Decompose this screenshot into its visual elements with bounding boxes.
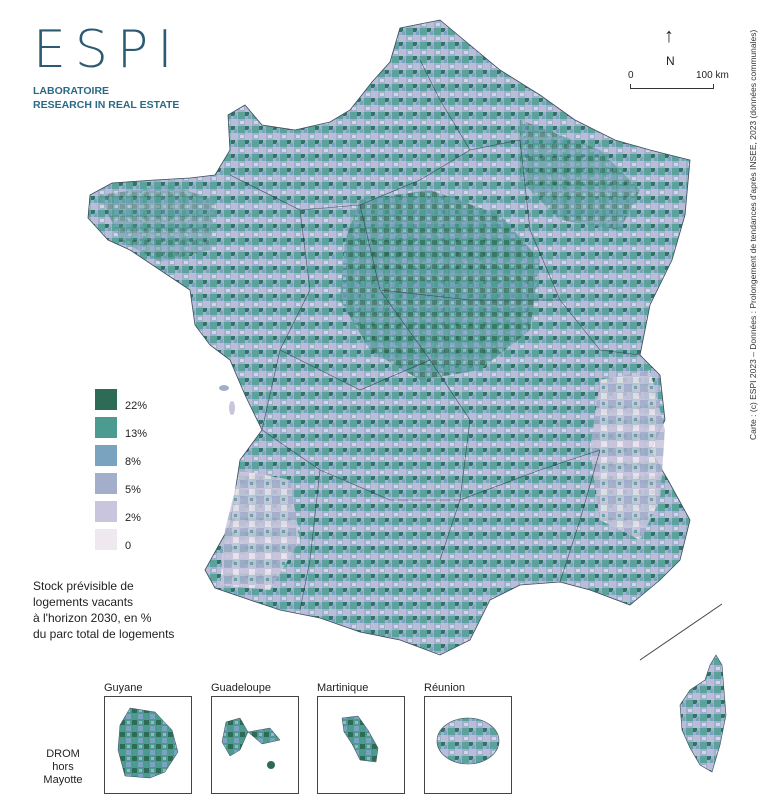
inset-frame-guyane [104,696,192,794]
legend-label: 2% [125,512,141,524]
legend-label: 22% [125,400,148,412]
logo-subtitle-2: RESEARCH IN REAL ESTATE [33,99,180,111]
marie-galante [267,761,275,769]
mainland-france [87,19,691,656]
reunion-shape [436,717,500,765]
northeast-dense-zone [520,120,640,230]
legend-swatch [95,500,117,522]
legend-label: 8% [125,456,141,468]
scale-bar [630,84,714,89]
legend-title: Stock prévisible de logements vacants à … [33,579,175,641]
legend-swatch [95,416,117,438]
legend-swatch [95,444,117,466]
logo-subtitle-1: LABORATOIRE [33,85,110,97]
southwest-light-zone [220,470,300,590]
corsica-separator [639,603,723,661]
legend-swatch [95,388,117,410]
inset-label-martinique: Martinique [317,682,369,694]
legend-row: 13% [95,413,147,441]
legend-swatch [95,472,117,494]
credit-text: Carte : (c) ESPI 2023 – Données : Prolon… [748,29,758,440]
scale-start-label: 0 [628,70,634,81]
legend-label: 13% [125,428,148,440]
legend-row: 22% [95,385,147,413]
guyane-shape [117,707,179,779]
scale-end-label: 100 km [696,70,729,81]
legend-row: 5% [95,469,147,497]
guadeloupe-shape [221,717,281,757]
inset-frame-reunion [424,696,512,794]
inset-label-guadeloupe: Guadeloupe [211,682,271,694]
legend-label: 5% [125,484,141,496]
legend-swatch [95,528,117,550]
legend-row: 2% [95,497,147,525]
martinique-shape [341,715,379,763]
inset-label-guyane: Guyane [104,682,143,694]
drom-title: DROM hors Mayotte [43,748,83,786]
legend-label: 0 [125,540,132,552]
north-arrow-icon: ↑ [664,25,674,47]
logo-wordmark: ESPI [33,20,182,80]
espi-logo: ESPI LABORATOIRE RESEARCH IN REAL ESTATE [33,22,182,112]
north-label: N [666,54,675,68]
legend-row: 0 [95,525,147,553]
inset-frame-martinique [317,696,405,794]
scale-and-north: ↑ N 0 100 km [628,26,738,96]
corsica [679,654,727,773]
region-boundaries [229,59,641,611]
ile-oleron [229,401,235,415]
inset-label-reunion: Réunion [424,682,465,694]
brittany-zone [100,185,215,262]
central-dense-zone [340,190,540,380]
ile-de-re [219,385,229,391]
alps-light-zone [590,370,665,540]
inset-frame-guadeloupe [211,696,299,794]
legend-row: 8% [95,441,147,469]
legend: 22% 13% 8% 5% 2% 0 [95,385,147,553]
